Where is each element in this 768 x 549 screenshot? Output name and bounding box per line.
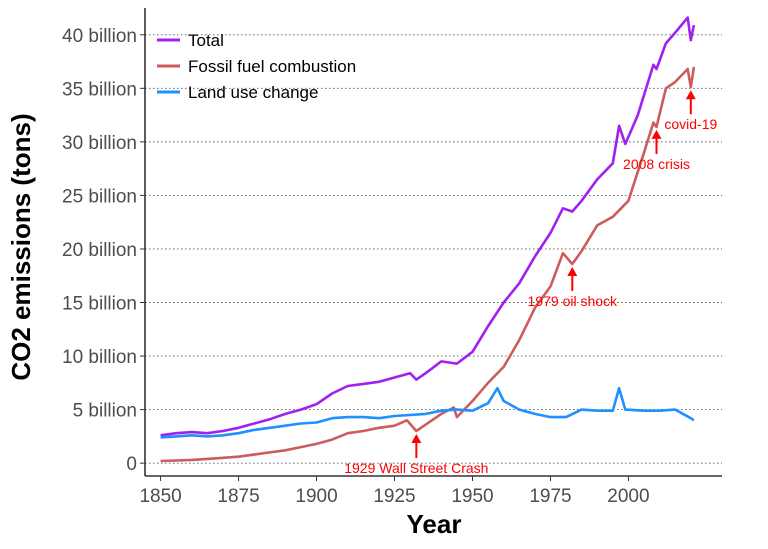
gridlines — [145, 34, 722, 464]
y-tick-label: 10 billion — [62, 347, 137, 368]
x-tick-label: 1975 — [529, 486, 571, 507]
legend-label: Total — [188, 31, 224, 50]
x-tick-label: 1925 — [373, 486, 415, 507]
x-tick-label: 1850 — [139, 486, 181, 507]
annotation-arrow-head — [411, 434, 422, 444]
y-tick-label: 25 billion — [62, 186, 137, 207]
annotations: 1929 Wall Street Crash 1979 oil shock 2008… — [344, 90, 717, 476]
x-tick-label: 2000 — [607, 486, 649, 507]
annotation-label: 1979 oil shock — [528, 293, 619, 309]
legend: Total Fossil fuel combustion Land use chan… — [157, 31, 356, 102]
y-tick-label: 20 billion — [62, 240, 137, 261]
series-line-land-use-change — [160, 386, 695, 439]
x-tick-label: 1875 — [217, 486, 259, 507]
x-axis-title: Year — [407, 509, 462, 539]
legend-label: Fossil fuel combustion — [188, 57, 356, 76]
y-tick-label: 15 billion — [62, 294, 137, 315]
axes — [140, 8, 722, 481]
y-tick-label: 40 billion — [62, 26, 137, 47]
annotation-label: covid-19 — [664, 116, 717, 132]
annotation-arrow-head — [567, 266, 578, 276]
y-tick-label: 5 billion — [73, 401, 137, 422]
series-line-fossil-fuel-combustion — [160, 66, 696, 463]
tick-labels: 0 5 billion 10 billion 15 billion 20 billion… — [62, 26, 650, 507]
series-line-total — [160, 16, 696, 437]
annotation-label: 2008 crisis — [623, 156, 690, 172]
y-tick-label: 35 billion — [62, 79, 137, 100]
series-lines — [160, 16, 696, 463]
y-tick-label: 30 billion — [62, 133, 137, 154]
x-tick-label: 1900 — [295, 486, 337, 507]
legend-label: Land use change — [188, 83, 318, 102]
annotation-arrow-head — [685, 90, 696, 100]
annotation-label: 1929 Wall Street Crash — [344, 460, 488, 476]
annotation-arrow-head — [651, 129, 662, 139]
y-axis-title: CO2 emissions (tons) — [6, 113, 36, 380]
y-tick-label: 0 — [126, 454, 137, 475]
x-tick-label: 1950 — [451, 486, 493, 507]
